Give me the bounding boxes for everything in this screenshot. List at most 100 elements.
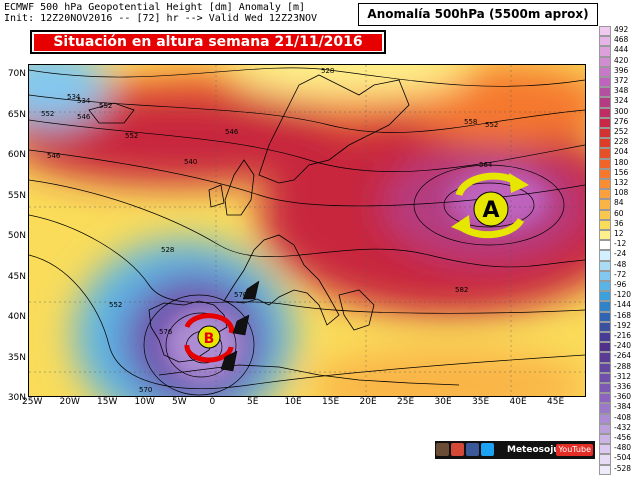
coastlines: [88, 74, 460, 386]
low-arrow-top: [184, 313, 234, 334]
colorbar-label: 276: [614, 116, 629, 126]
colorbar-swatch: [599, 138, 611, 149]
flow-arrow-2: [232, 314, 250, 336]
colorbar-swatch: [599, 250, 611, 261]
colorbar-label: 36: [614, 218, 624, 228]
contour-label: 552: [41, 110, 54, 118]
flow-arrow-1: [242, 280, 260, 300]
colorbar-swatch: [599, 352, 611, 363]
coastline-north-africa: [158, 364, 460, 386]
social-handle: Meteosojuela: [507, 445, 575, 455]
colorbar-swatch: [599, 321, 611, 332]
title-banner: Situación en altura semana 21/11/2016: [30, 30, 386, 54]
contour-label: 582: [455, 286, 468, 294]
colorbar-swatch: [599, 332, 611, 343]
colorbar-swatch: [599, 301, 611, 312]
colorbar-label: -192: [614, 320, 632, 330]
colorbar-label: 12: [614, 229, 624, 238]
colorbar-swatch: [599, 434, 611, 445]
colorbar-swatch: [599, 66, 611, 77]
google-plus-icon[interactable]: [451, 443, 464, 456]
contour-564: [29, 254, 585, 389]
contour-label: 540: [184, 158, 197, 166]
colorbar-label: 492: [614, 25, 629, 34]
lon-label: 0: [209, 397, 216, 407]
lon-label: 45E: [547, 397, 565, 407]
title-banner-text: Situación en altura semana 21/11/2016: [34, 34, 382, 51]
colorbar-swatch: [599, 230, 611, 241]
colorbar-label: -144: [614, 300, 632, 310]
contour-534: [29, 94, 585, 133]
contour-528: [29, 67, 585, 87]
colorbar-label: -432: [614, 422, 632, 432]
colorbar: 492 468 444 420 396 372 348 324 300 276 252 228 204 1…: [599, 25, 637, 475]
colorbar-label: 156: [614, 167, 629, 177]
contour-label: 546: [225, 128, 239, 136]
colorbar-label: -96: [614, 280, 627, 289]
colorbar-swatch: [599, 199, 611, 210]
lon-label: 10E: [284, 397, 302, 407]
lon-label: 25W: [22, 397, 43, 407]
lon-label: 15W: [97, 397, 118, 407]
contour-label: 546: [77, 113, 91, 121]
lat-label: 60N: [7, 150, 26, 160]
colorbar-label: 396: [614, 65, 629, 75]
colorbar-swatch: [599, 383, 611, 394]
colorbar-swatch: [599, 311, 611, 322]
colorbar-label: 300: [614, 106, 629, 116]
contour-low-ring-1: [143, 294, 255, 396]
colorbar-label: -288: [614, 361, 632, 371]
colorbar-swatch: [599, 444, 611, 455]
high-letter: A: [482, 198, 499, 223]
instagram-icon[interactable]: [436, 443, 449, 456]
colorbar-label: -72: [614, 269, 627, 279]
colorbar-swatch: [599, 87, 611, 98]
colorbar-label: -504: [614, 453, 632, 463]
lon-label: 30E: [434, 397, 452, 407]
contour-label: 546: [47, 152, 61, 160]
colorbar-label: -264: [614, 351, 632, 361]
colorbar-swatch: [599, 56, 611, 67]
colorbar-swatch: [599, 97, 611, 108]
anomaly-ridge-west: [29, 95, 349, 185]
colorbar-swatch: [599, 128, 611, 139]
contour-label: 552: [109, 301, 122, 309]
coastline-iceland: [88, 102, 135, 124]
colorbar-swatch: [599, 454, 611, 465]
anomaly-southeast-mild: [309, 350, 585, 396]
lon-label: 15E: [322, 397, 340, 407]
contour-label: 534: [67, 93, 81, 101]
coastline-ireland: [208, 184, 225, 208]
contour-label: 576: [159, 328, 173, 336]
lat-label: 40N: [7, 312, 26, 322]
lon-label: 20E: [359, 397, 377, 407]
colorbar-label: 60: [614, 208, 624, 218]
colorbar-swatch: [599, 240, 611, 251]
colorbar-label: 132: [614, 178, 629, 187]
social-footer: Meteosojuela YouTube: [435, 441, 595, 459]
colorbar-swatch: [599, 189, 611, 200]
low-arrow-bottom: [184, 344, 234, 363]
facebook-icon[interactable]: [466, 443, 479, 456]
colorbar-swatch: [599, 209, 611, 220]
lon-label: 10W: [134, 397, 155, 407]
lat-label: 65N: [7, 109, 26, 120]
coastline-balkans: [338, 289, 375, 331]
colorbar-swatch: [599, 46, 611, 57]
colorbar-label: -168: [614, 310, 632, 320]
colorbar-swatch: [599, 117, 611, 128]
contour-low-ring-2: [165, 312, 237, 378]
colorbar-label: 420: [614, 55, 629, 65]
colorbar-swatch: [599, 362, 611, 373]
lon-label: 20W: [59, 397, 80, 407]
youtube-badge[interactable]: YouTube: [556, 444, 593, 456]
colorbar-swatch: [599, 413, 611, 424]
lon-label: 35E: [472, 397, 490, 407]
colorbar-swatch: [599, 26, 611, 37]
contour-label: 534: [77, 97, 91, 105]
lon-label: 25E: [397, 397, 415, 407]
colorbar-label: -360: [614, 392, 632, 402]
twitter-icon[interactable]: [481, 443, 494, 456]
contour-540: [29, 119, 585, 172]
contour-label: 564: [479, 161, 493, 169]
